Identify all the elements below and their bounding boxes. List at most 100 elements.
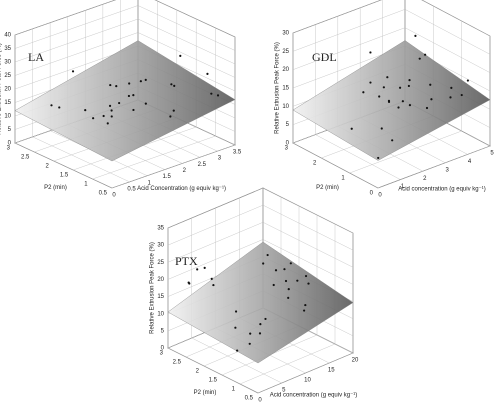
observation-dot [369, 51, 372, 54]
observation-dot [210, 277, 213, 280]
y-tick-label: 2.5 [21, 155, 30, 161]
observation-dot [262, 262, 265, 265]
x-tick-label: 2 [423, 176, 427, 182]
z-tick-label: 40 [4, 33, 11, 39]
x-tick-label: 4 [468, 159, 472, 165]
observation-dot [287, 296, 290, 299]
observation-dot [408, 79, 411, 82]
observation-dot [173, 84, 176, 87]
observation-dot [304, 303, 307, 307]
observation-dot [296, 279, 299, 282]
fitted-surface [292, 40, 491, 161]
y-tick-label: 3 [285, 146, 289, 152]
observation-dot [272, 283, 275, 287]
observation-dot [144, 78, 147, 81]
x-tick-label: 0 [258, 398, 262, 404]
observation-dot [234, 310, 238, 313]
z-tick-label: 0 [286, 141, 290, 147]
z-tick-label: 20 [157, 277, 164, 283]
observation-dot [234, 326, 237, 329]
observation-dot [362, 91, 365, 94]
grid-line [167, 204, 354, 251]
observation-dot [169, 115, 172, 118]
grid-line [349, 21, 462, 174]
observation-dot [418, 57, 421, 60]
observation-dot [144, 102, 147, 105]
observation-dot [172, 109, 175, 112]
grid-line [377, 36, 491, 189]
observation-dot [212, 283, 215, 287]
observation-dot [377, 156, 380, 160]
z-tick-label: 35 [157, 226, 164, 232]
grid-line [221, 215, 318, 376]
panel-label: PTX [175, 254, 198, 268]
observation-dot [259, 323, 262, 326]
z-tick-label: 25 [4, 73, 11, 79]
z-axis-label: Relative Extrusion Peak Force (%) [150, 242, 156, 334]
observation-dot [303, 309, 306, 312]
observation-dot [92, 117, 95, 120]
x-axis-label: Acid concentration (g equiv kg⁻¹) [270, 393, 358, 399]
x-tick-label: 20 [352, 358, 359, 364]
y-tick-label: 3 [7, 146, 11, 152]
z-axis-label: Relative Extrusion Peak Force (%) [275, 42, 281, 134]
observation-dot [203, 266, 206, 269]
observation-dot [58, 106, 61, 109]
grid-line [14, 0, 236, 38]
observation-dot [127, 94, 131, 98]
z-tick-label: 20 [4, 87, 11, 93]
observation-dot [401, 100, 404, 103]
observation-dot [387, 100, 391, 103]
z-tick-label: 20 [282, 67, 289, 73]
observation-dot [378, 95, 381, 98]
observation-dot [266, 253, 269, 257]
z-tick-label: 5 [286, 122, 290, 128]
observation-dot [429, 83, 432, 86]
fitted-surface [14, 40, 236, 162]
z-tick-label: 25 [282, 49, 289, 55]
observation-dot [407, 84, 410, 88]
observation-dot [210, 92, 213, 95]
observation-dot [108, 104, 112, 108]
observation-dot [106, 122, 109, 125]
observation-dot [460, 93, 463, 97]
x-tick-label: 5 [282, 388, 286, 394]
z-tick-label: 35 [4, 46, 11, 52]
observation-dot [307, 282, 310, 285]
observation-dot [110, 115, 113, 118]
x-tick-label: 2.5 [198, 162, 207, 168]
grid-line [257, 233, 354, 394]
grid-line [111, 37, 236, 189]
observation-dot [283, 268, 286, 271]
y-tick-label: 0 [370, 191, 374, 197]
y-tick-label: 2.5 [173, 360, 182, 366]
z-tick-label: 0 [8, 141, 12, 147]
grid-line [14, 5, 236, 51]
z-tick-label: 30 [282, 31, 289, 37]
observation-dot [109, 83, 112, 87]
observation-dot [236, 349, 239, 352]
observation-dot [274, 269, 278, 272]
x-tick-label: 0 [378, 193, 382, 199]
observation-dot [449, 96, 452, 99]
observation-dot [188, 282, 191, 285]
y-axis-label: P2 (min) [316, 185, 339, 191]
observation-dot [425, 106, 429, 110]
observation-dot [397, 106, 400, 109]
y-tick-label: 2 [196, 369, 200, 375]
z-axis-label: Relative Extrusion Peak Force (%) [0, 43, 3, 135]
y-axis-label: P2 (min) [194, 390, 217, 396]
observation-dot [84, 109, 87, 112]
x-tick-label: 0 [112, 193, 116, 199]
grid-line [292, 9, 491, 55]
z-tick-label: 25 [157, 260, 164, 266]
x-tick-label: 15 [328, 368, 335, 374]
z-tick-label: 10 [157, 311, 164, 317]
observation-dot [369, 81, 372, 84]
observation-dot [350, 127, 353, 130]
x-tick-label: 1.5 [163, 174, 172, 180]
observation-dot [196, 268, 199, 271]
observation-dot [118, 101, 121, 105]
y-tick-label: 1 [341, 176, 345, 182]
fitted-surface [167, 241, 354, 364]
